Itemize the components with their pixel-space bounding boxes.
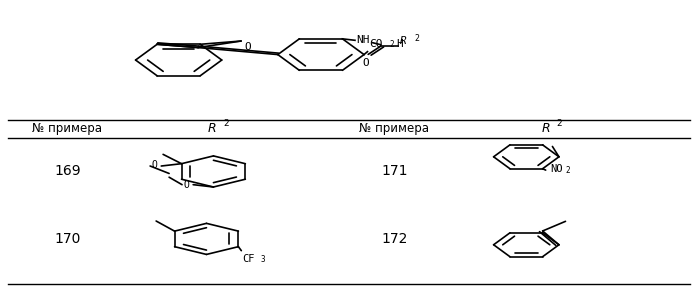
Text: NO: NO xyxy=(550,164,563,174)
Text: CF: CF xyxy=(243,254,255,263)
Text: 169: 169 xyxy=(54,165,81,178)
Text: 2: 2 xyxy=(223,119,229,128)
Text: NH: NH xyxy=(357,35,370,45)
Text: R: R xyxy=(208,123,216,136)
Text: H: H xyxy=(396,39,403,49)
Text: 2: 2 xyxy=(389,40,394,49)
Text: 171: 171 xyxy=(381,165,408,178)
Text: № примера: № примера xyxy=(359,123,429,136)
Text: R: R xyxy=(400,36,407,46)
Text: O: O xyxy=(362,58,369,68)
Text: 2: 2 xyxy=(414,34,419,43)
Text: R: R xyxy=(542,123,550,136)
Text: 170: 170 xyxy=(54,232,81,246)
Text: № примера: № примера xyxy=(32,123,103,136)
Text: 3: 3 xyxy=(260,255,265,264)
Text: O: O xyxy=(183,180,189,190)
Text: 2: 2 xyxy=(557,119,563,128)
Text: CO: CO xyxy=(369,39,383,49)
Text: O: O xyxy=(245,42,251,52)
Text: O: O xyxy=(151,160,157,170)
Text: 172: 172 xyxy=(381,232,408,246)
Text: 2: 2 xyxy=(565,165,570,175)
